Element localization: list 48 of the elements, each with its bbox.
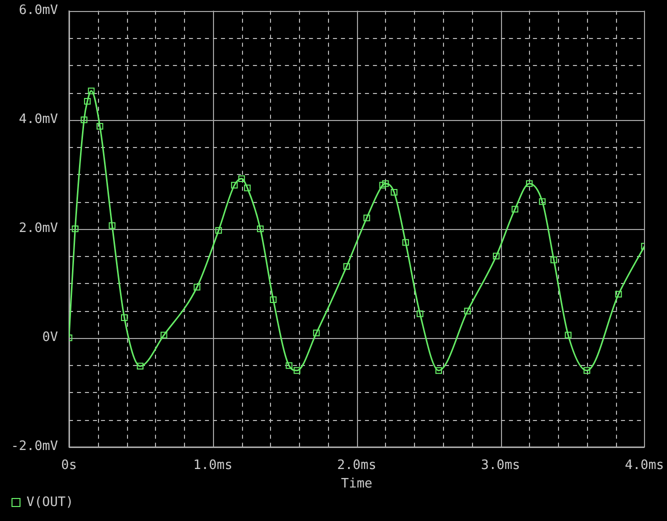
point <box>615 290 622 298</box>
point <box>550 256 558 264</box>
y-tick-label: 4.0mV <box>18 112 58 128</box>
point <box>464 308 471 314</box>
point <box>72 225 78 232</box>
x-tick-label: 0s <box>61 458 77 473</box>
point <box>194 284 200 290</box>
x-axis-title: Time <box>341 476 373 492</box>
point <box>136 362 144 370</box>
point <box>416 310 424 318</box>
x-tick-label: 4.0ms <box>624 458 664 473</box>
point <box>382 180 389 187</box>
y-tick-label: 2.0mV <box>18 221 58 236</box>
point <box>526 180 533 187</box>
point <box>435 367 442 374</box>
point <box>80 116 88 124</box>
point <box>96 123 104 130</box>
point <box>363 214 370 222</box>
point <box>379 182 386 189</box>
point <box>512 206 518 213</box>
point <box>286 362 292 369</box>
point <box>256 225 264 232</box>
x-tick-label: 2.0ms <box>337 458 376 473</box>
point <box>270 296 277 303</box>
point <box>402 239 409 246</box>
point <box>538 198 546 205</box>
legend-label: V(OUT) <box>26 494 74 510</box>
point <box>244 184 251 192</box>
y-tick-label: 0V <box>42 330 58 346</box>
point <box>84 98 91 105</box>
x-tick-label: 1.0ms <box>193 458 232 473</box>
point <box>390 188 398 196</box>
point <box>294 367 300 374</box>
point <box>215 227 222 234</box>
x-tick-label: 3.0ms <box>480 458 520 473</box>
point <box>564 332 572 338</box>
point <box>492 252 500 260</box>
point <box>584 367 590 374</box>
point <box>313 330 320 336</box>
point <box>231 182 238 189</box>
point <box>343 263 350 270</box>
point <box>121 314 128 321</box>
point <box>160 332 168 338</box>
point <box>238 175 245 182</box>
point <box>108 222 116 229</box>
point <box>88 88 95 94</box>
y-tick-label: -2.0mV <box>10 439 58 454</box>
y-tick-label: 6.0mV <box>18 3 58 18</box>
